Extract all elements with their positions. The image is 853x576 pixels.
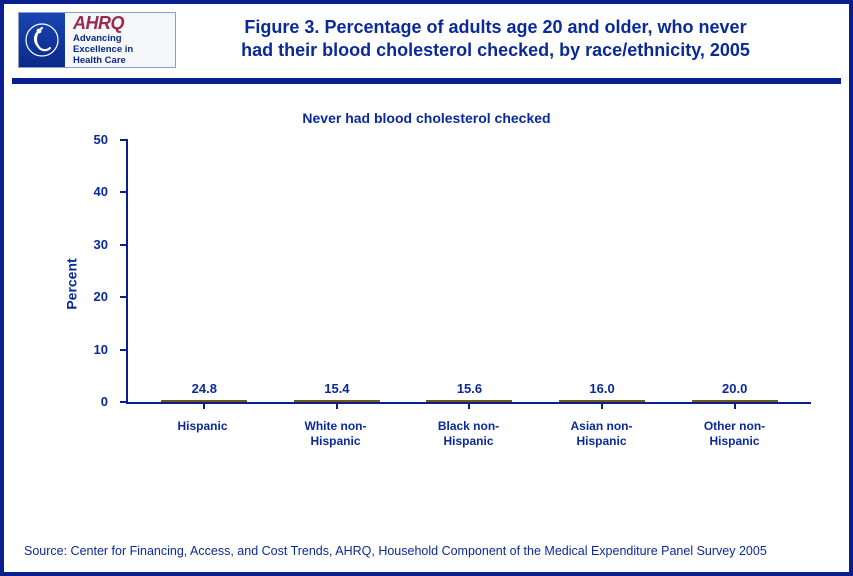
header-rule — [12, 78, 841, 84]
y-tick-mark — [120, 244, 128, 246]
ahrq-tagline: Advancing Excellence in Health Care — [73, 34, 167, 67]
y-tick-mark — [120, 139, 128, 141]
bars-row: 24.8 15.4 15.6 16.0 20.0 — [128, 140, 811, 402]
y-tick-label: 20 — [94, 289, 108, 304]
ahrq-logo: AHRQ Advancing Excellence in Health Care — [65, 13, 175, 67]
category-label: Hispanic — [136, 419, 269, 448]
y-tick-label: 40 — [94, 184, 108, 199]
figure-frame: AHRQ Advancing Excellence in Health Care… — [0, 0, 853, 576]
category-row: HispanicWhite non-HispanicBlack non-Hisp… — [126, 419, 811, 448]
category-label: Other non-Hispanic — [668, 419, 801, 448]
y-tick-label: 30 — [94, 237, 108, 252]
bar-column: 15.6 — [403, 381, 536, 402]
x-tick-mark — [203, 402, 205, 409]
bar-column: 20.0 — [668, 381, 801, 402]
y-tick-label: 10 — [94, 342, 108, 357]
source-text: Source: Center for Financing, Access, an… — [24, 544, 829, 558]
ahrq-brand-text: AHRQ — [73, 14, 167, 32]
x-tick-mark — [468, 402, 470, 409]
y-tick-mark — [120, 349, 128, 351]
bar-value-label: 15.4 — [324, 381, 349, 396]
y-axis-label: Percent — [64, 258, 80, 309]
x-tick-mark — [734, 402, 736, 409]
category-label: White non-Hispanic — [269, 419, 402, 448]
y-tick-mark — [120, 191, 128, 193]
category-label: Black non-Hispanic — [402, 419, 535, 448]
bar-column: 15.4 — [271, 381, 404, 402]
bar-value-label: 15.6 — [457, 381, 482, 396]
y-tick-label: 0 — [101, 394, 108, 409]
bar-value-label: 24.8 — [192, 381, 217, 396]
chart-area: Never had blood cholesterol checked Perc… — [32, 110, 821, 510]
x-tick-mark — [336, 402, 338, 409]
bar-value-label: 16.0 — [589, 381, 614, 396]
plot-wrap: Percent 24.815.415.616.020.0 01020304050… — [102, 134, 811, 434]
hhs-seal-icon — [19, 13, 65, 67]
header: AHRQ Advancing Excellence in Health Care… — [4, 4, 849, 78]
x-tick-mark — [601, 402, 603, 409]
category-label: Asian non-Hispanic — [535, 419, 668, 448]
figure-title: Figure 3. Percentage of adults age 20 an… — [176, 12, 835, 63]
bar-column: 24.8 — [138, 381, 271, 402]
plot: 24.815.415.616.020.0 01020304050 — [126, 140, 811, 404]
chart-title: Never had blood cholesterol checked — [32, 110, 821, 126]
logo-block: AHRQ Advancing Excellence in Health Care — [18, 12, 176, 68]
bar-value-label: 20.0 — [722, 381, 747, 396]
y-tick-label: 50 — [94, 132, 108, 147]
bar-column: 16.0 — [536, 381, 669, 402]
y-tick-mark — [120, 401, 128, 403]
y-tick-mark — [120, 296, 128, 298]
